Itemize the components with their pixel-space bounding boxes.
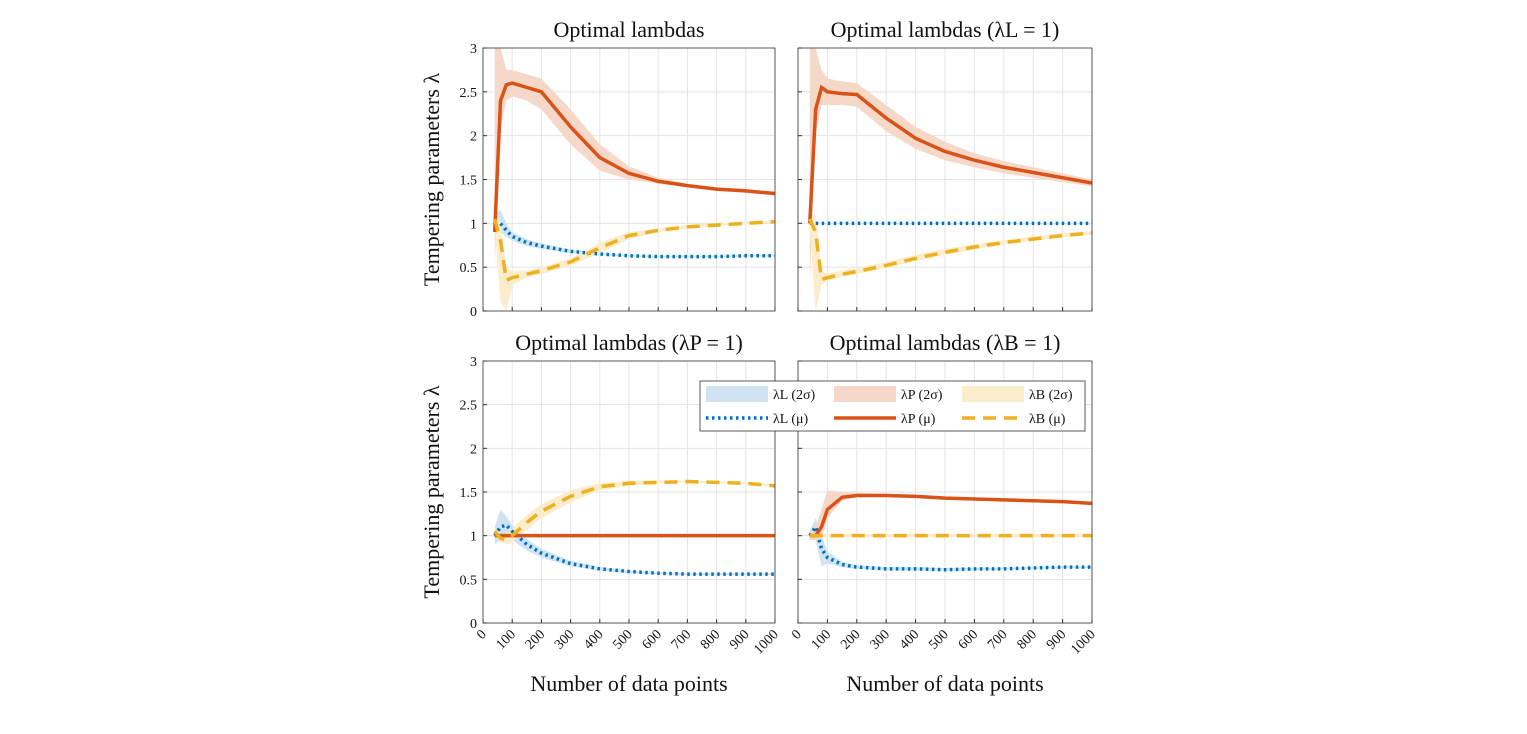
y-axis-label: Tempering parameters λ bbox=[419, 73, 444, 286]
y-tick-label: 1.5 bbox=[460, 174, 478, 189]
legend-label: λL (μ) bbox=[773, 412, 808, 427]
x-tick-label: 300 bbox=[868, 627, 893, 652]
plot-area bbox=[492, 48, 775, 311]
panel-title: Optimal lambdas bbox=[554, 17, 705, 42]
y-axis-label: Tempering parameters λ bbox=[419, 385, 444, 598]
x-tick-label: 600 bbox=[956, 627, 981, 652]
plot-area bbox=[493, 479, 775, 576]
y-tick-label: 0.5 bbox=[460, 261, 478, 276]
axes-box bbox=[482, 360, 776, 624]
x-tick-label: 400 bbox=[581, 627, 606, 652]
plot-area bbox=[808, 490, 1092, 572]
x-tick-label: 0 bbox=[789, 627, 805, 643]
line-series bbox=[808, 218, 1092, 282]
y-tick-label: 0.5 bbox=[460, 573, 478, 588]
panel-title: Optimal lambdas (λL = 1) bbox=[831, 17, 1060, 42]
y-tick-label: 0 bbox=[470, 617, 477, 632]
confidence-band bbox=[494, 509, 775, 575]
y-tick-label: 3 bbox=[470, 42, 477, 57]
x-tick-label: 600 bbox=[640, 627, 665, 652]
y-tick-label: 0 bbox=[470, 305, 477, 320]
x-tick-label: 900 bbox=[727, 627, 752, 652]
x-tick-label: 0 bbox=[474, 627, 490, 643]
y-tick-label: 2.5 bbox=[460, 399, 478, 414]
x-tick-label: 200 bbox=[838, 627, 863, 652]
y-tick-label: 3 bbox=[470, 355, 477, 370]
line-series bbox=[493, 523, 775, 576]
x-tick-label: 500 bbox=[610, 627, 635, 652]
axes-box bbox=[797, 360, 1093, 624]
legend: λL (2σ) λP (2σ) λB (2σ) λL (μ) λP (μ) λB (μ) bbox=[699, 380, 1086, 432]
x-tick-label: 100 bbox=[494, 627, 519, 652]
legend-swatch bbox=[834, 386, 896, 402]
legend-swatch bbox=[962, 386, 1024, 402]
x-tick-label: 900 bbox=[1044, 627, 1069, 652]
plot-area bbox=[808, 48, 1092, 311]
x-tick-label: 200 bbox=[523, 627, 548, 652]
confidence-band bbox=[494, 214, 775, 311]
panel-title: Optimal lambdas (λP = 1) bbox=[515, 330, 743, 355]
confidence-band bbox=[494, 480, 775, 545]
y-tick-label: 2 bbox=[470, 442, 477, 457]
confidence-band bbox=[809, 214, 1092, 311]
x-tick-label: 700 bbox=[669, 627, 694, 652]
legend-label: λP (2σ) bbox=[901, 388, 943, 403]
line-series bbox=[808, 522, 1092, 572]
confidence-band bbox=[809, 490, 1092, 541]
axes-box bbox=[797, 47, 1093, 312]
axes-box bbox=[482, 47, 776, 312]
y-tick-label: 2.5 bbox=[460, 86, 478, 101]
y-tick-label: 1 bbox=[470, 530, 477, 545]
confidence-band bbox=[809, 518, 1092, 571]
y-tick-label: 1 bbox=[470, 217, 477, 232]
y-tick-label: 2 bbox=[470, 130, 477, 145]
legend-label: λP (μ) bbox=[901, 412, 936, 427]
legend-swatch bbox=[706, 386, 768, 402]
y-tick-label: 1.5 bbox=[460, 486, 478, 501]
legend-label: λL (2σ) bbox=[773, 388, 816, 403]
line-series bbox=[493, 479, 775, 542]
x-tick-label: 1000 bbox=[751, 627, 781, 657]
x-tick-label: 1000 bbox=[1068, 627, 1098, 657]
x-tick-label: 800 bbox=[1015, 627, 1040, 652]
legend-label: λB (2σ) bbox=[1029, 388, 1073, 403]
x-tick-label: 400 bbox=[897, 627, 922, 652]
x-tick-label: 700 bbox=[985, 627, 1010, 652]
confidence-band bbox=[809, 48, 1092, 285]
legend-label: λB (μ) bbox=[1029, 412, 1066, 427]
line-series bbox=[808, 84, 1092, 224]
line-series bbox=[494, 221, 775, 259]
x-tick-label: 300 bbox=[552, 627, 577, 652]
x-tick-label: 800 bbox=[698, 627, 723, 652]
x-axis-label: Number of data points bbox=[846, 671, 1043, 696]
x-tick-label: 100 bbox=[809, 627, 834, 652]
x-tick-label: 500 bbox=[926, 627, 951, 652]
panel-title: Optimal lambdas (λB = 1) bbox=[830, 330, 1061, 355]
line-series bbox=[492, 81, 775, 233]
line-series bbox=[492, 218, 775, 283]
x-axis-label: Number of data points bbox=[530, 671, 727, 696]
line-series bbox=[809, 493, 1092, 538]
